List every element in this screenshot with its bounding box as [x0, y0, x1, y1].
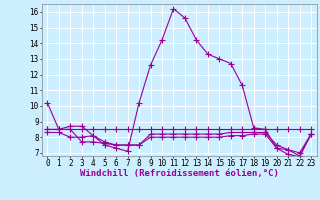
X-axis label: Windchill (Refroidissement éolien,°C): Windchill (Refroidissement éolien,°C): [80, 169, 279, 178]
